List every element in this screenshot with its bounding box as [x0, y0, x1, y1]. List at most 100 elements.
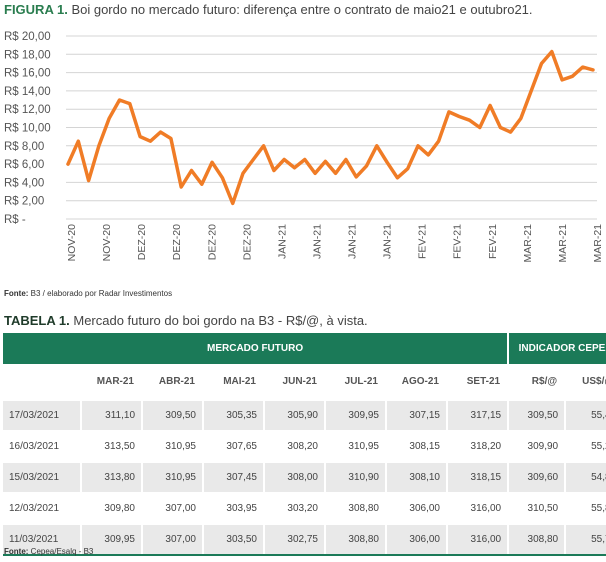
- table-cell: 309,50: [141, 399, 203, 431]
- x-tick-label: DEZ-20: [206, 224, 218, 260]
- table-cell: 309,95: [80, 523, 142, 556]
- figure-source-label: Fonte:: [4, 289, 29, 298]
- column-header: US$/@: [565, 364, 606, 400]
- table-cell: 303,95: [202, 492, 264, 524]
- table-source: Fonte: Cepea/Esalq - B3: [4, 547, 93, 556]
- table-cell: 313,80: [80, 461, 142, 493]
- table-cell: 303,20: [263, 492, 325, 524]
- table-cell: 310,50: [507, 492, 566, 524]
- table-source-label: Fonte:: [4, 547, 29, 556]
- series-line: [66, 49, 595, 206]
- table-cell: 308,10: [385, 461, 447, 493]
- column-header: SET-21: [447, 364, 509, 400]
- table-cell: 309,95: [324, 399, 386, 431]
- y-tick-label: R$ 6,00: [4, 159, 44, 171]
- figure-source: Fonte: B3 / elaborado por Radar Investim…: [4, 289, 172, 298]
- table-source-text: Cepea/Esalq - B3: [30, 547, 94, 556]
- y-tick-label: R$ 20,00: [4, 31, 51, 43]
- table-cell: 311,10: [80, 399, 142, 431]
- table-cell: 55,78: [564, 523, 606, 556]
- row-date: 11/03/2021: [3, 523, 81, 556]
- futures-table: MERCADO FUTURO INDICADOR CEPEA MAR-21 AB…: [3, 333, 606, 556]
- table-cell: 307,00: [141, 492, 203, 524]
- table-cell: 55,81: [564, 492, 606, 524]
- group-header-futures: MERCADO FUTURO: [3, 333, 509, 364]
- y-tick-label: R$ 16,00: [4, 68, 51, 80]
- x-tick-label: FEV-21: [487, 224, 499, 259]
- table-title: TABELA 1. Mercado futuro do boi gordo na…: [4, 313, 368, 328]
- table-row: 17/03/2021 311,10 309,50 305,35 305,90 309,95…: [3, 399, 606, 431]
- x-tick-label: MAR-21: [522, 224, 534, 263]
- table-cell: 308,20: [263, 430, 325, 462]
- y-tick-label: R$ 8,00: [4, 141, 44, 153]
- column-header: AGO-21: [386, 364, 447, 400]
- figure-label: FIGURA 1.: [4, 2, 68, 17]
- row-date: 15/03/2021: [3, 461, 81, 493]
- table-cell: 305,90: [263, 399, 325, 431]
- table-cell: 307,45: [202, 461, 264, 493]
- x-tick-label: JAN-21: [276, 224, 288, 259]
- table-cell: 55,44: [564, 399, 606, 431]
- table-cell: 307,15: [385, 399, 447, 431]
- table-cell: 306,00: [385, 523, 447, 556]
- table-cell: 306,00: [385, 492, 447, 524]
- column-header: R$/@: [508, 364, 566, 400]
- row-date: 16/03/2021: [3, 430, 81, 462]
- line-chart: R$ - R$ 2,00 R$ 4,00 R$ 6,00 R$ 8,00 R$ 10,00…: [4, 31, 604, 263]
- column-header: MAR-21: [81, 364, 142, 400]
- y-tick-label: R$ 10,00: [4, 123, 51, 135]
- table-row: 15/03/2021 313,80 310,95 307,45 308,00 310,90…: [3, 461, 606, 493]
- column-header-date: [3, 364, 81, 400]
- x-tick-label: JAN-21: [311, 224, 323, 259]
- x-tick-label: DEZ-20: [171, 224, 183, 260]
- y-tick-label: R$ 18,00: [4, 49, 51, 61]
- table-cell: 318,15: [445, 461, 509, 493]
- x-tick-label: JAN-21: [347, 224, 359, 259]
- column-header: JUL-21: [325, 364, 386, 400]
- x-tick-label: JAN-21: [382, 224, 394, 259]
- row-date: 12/03/2021: [3, 492, 81, 524]
- table-cell: 318,20: [445, 430, 509, 462]
- table-cell: 317,15: [445, 399, 509, 431]
- x-tick-label: MAR-21: [592, 224, 604, 263]
- column-header: MAI-21: [203, 364, 264, 400]
- table-cell: 303,50: [202, 523, 264, 556]
- figure-title-text: Boi gordo no mercado futuro: diferença e…: [71, 2, 533, 17]
- group-header-cepea: INDICADOR CEPEA: [507, 333, 606, 364]
- row-date: 17/03/2021: [3, 399, 81, 431]
- x-tick-label: FEV-21: [417, 224, 429, 259]
- y-tick-label: R$ 2,00: [4, 196, 44, 208]
- table-cell: 302,75: [263, 523, 325, 556]
- table-cell: 305,35: [202, 399, 264, 431]
- y-tick-label: R$ 14,00: [4, 86, 51, 98]
- table-cell: 308,80: [507, 523, 566, 556]
- table-cell: 307,65: [202, 430, 264, 462]
- column-header-row: MAR-21 ABR-21 MAI-21 JUN-21 JUL-21 AGO-2…: [3, 364, 606, 400]
- table-cell: 309,60: [507, 461, 566, 493]
- x-tick-label: NOV-20: [66, 224, 78, 262]
- table-row: 16/03/2021 313,50 310,95 307,65 308,20 310,95…: [3, 430, 606, 462]
- table-cell: 308,15: [385, 430, 447, 462]
- table-cell: 307,00: [141, 523, 203, 556]
- column-header: ABR-21: [142, 364, 203, 400]
- table-cell: 316,00: [445, 492, 509, 524]
- x-tick-label: DEZ-20: [241, 224, 253, 260]
- table-cell: 310,95: [324, 430, 386, 462]
- x-tick-label: NOV-20: [101, 224, 113, 262]
- table-cell: 308,00: [263, 461, 325, 493]
- x-tick-label: MAR-21: [557, 224, 569, 263]
- x-tick-label: FEV-21: [452, 224, 464, 259]
- x-tick-label: DEZ-20: [136, 224, 148, 260]
- table-label: TABELA 1.: [4, 313, 70, 328]
- table-row: 12/03/2021 309,80 307,00 303,95 303,20 308,80…: [3, 492, 606, 524]
- table-cell: 55,23: [564, 430, 606, 462]
- table-cell: 309,90: [507, 430, 566, 462]
- table-cell: 308,80: [324, 492, 386, 524]
- table-title-text: Mercado futuro do boi gordo na B3 - R$/@…: [73, 313, 368, 328]
- table-cell: 308,80: [324, 523, 386, 556]
- table-row: 11/03/2021 309,95 307,00 303,50 302,75 308,80…: [3, 523, 606, 556]
- y-tick-label: R$ -: [4, 214, 26, 226]
- table-cell: 310,95: [141, 461, 203, 493]
- figure-source-text: B3 / elaborado por Radar Investimentos: [30, 289, 173, 298]
- figure-title: FIGURA 1. Boi gordo no mercado futuro: d…: [4, 2, 533, 17]
